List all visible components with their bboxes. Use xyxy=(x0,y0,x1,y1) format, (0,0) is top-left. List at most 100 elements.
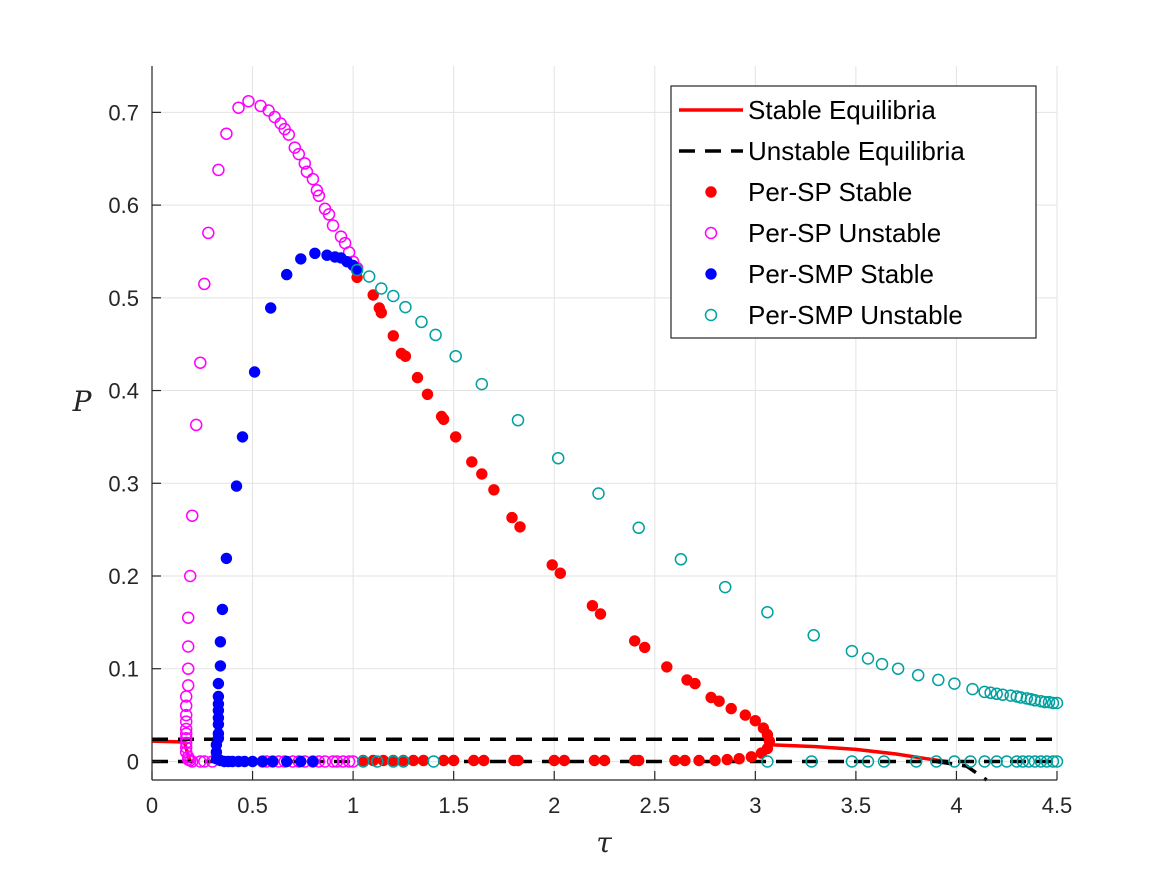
series-2-point-55 xyxy=(558,754,570,767)
series-5-point-26 xyxy=(984,686,997,700)
series-5-point-12 xyxy=(632,521,645,535)
series-5-point-60 xyxy=(1028,755,1042,768)
series-5-point-21 xyxy=(911,668,925,682)
series-2-point-50 xyxy=(468,754,480,767)
x-tick-label: 3.5 xyxy=(841,793,872,818)
legend-swatch-marker xyxy=(704,226,718,240)
series-2-point-21 xyxy=(629,635,641,647)
series-2-point-8 xyxy=(421,388,434,400)
y-tick-label: 0.2 xyxy=(108,564,139,589)
x-tick-label: 4 xyxy=(950,793,962,818)
legend-label: Per-SP Unstable xyxy=(748,218,941,248)
axes xyxy=(151,66,1058,781)
series-2-point-38 xyxy=(721,753,733,766)
series-2-point-27 xyxy=(713,695,725,707)
series-5-point-56 xyxy=(1000,755,1013,768)
series-2-point-14 xyxy=(488,484,500,496)
series-5-point-23 xyxy=(948,677,961,690)
series-2-point-35 xyxy=(755,747,768,759)
series-2-point-4 xyxy=(387,330,399,342)
x-tick-label: 2 xyxy=(548,793,560,818)
series-3-point-41 xyxy=(179,732,193,745)
x-tick-label: 1.5 xyxy=(438,793,469,818)
legend-swatch-marker xyxy=(704,308,718,322)
series-5-point-3 xyxy=(387,289,400,303)
series-2-point-37 xyxy=(733,753,745,765)
y-tick-label: 0.4 xyxy=(108,379,139,404)
series-5-point-42 xyxy=(387,755,400,768)
series-5-point-49 xyxy=(877,755,891,768)
series-2-point-7 xyxy=(411,371,424,384)
series-3-point-34 xyxy=(326,219,340,232)
series-4-point-10 xyxy=(212,677,225,690)
series-5-point-52 xyxy=(948,755,961,768)
series-5-point-19 xyxy=(875,657,889,671)
series-4-point-17 xyxy=(248,366,261,378)
series-5-point-20 xyxy=(891,662,905,675)
y-tick-label: 0.6 xyxy=(108,193,139,218)
series-2-point-56 xyxy=(588,754,601,767)
legend-box xyxy=(670,85,1037,339)
series-5-point-38 xyxy=(1046,696,1060,710)
x-tick-label: 4.5 xyxy=(1042,793,1073,818)
series-2-point-57 xyxy=(598,754,611,767)
series-3-point-2 xyxy=(179,708,193,722)
series-5-point-18 xyxy=(861,652,875,665)
x-axis-label: τ xyxy=(596,826,612,859)
series-3-point-65 xyxy=(336,755,350,768)
series-5-point-9 xyxy=(511,413,525,427)
series-3-point-13 xyxy=(198,277,211,291)
series-3-point-49 xyxy=(194,755,207,768)
series-4-point-36 xyxy=(267,755,279,768)
series-3-point-26 xyxy=(292,147,306,161)
data-markers xyxy=(179,94,1064,768)
series-3-point-63 xyxy=(326,755,340,768)
series-0-line-1 xyxy=(769,743,947,764)
series-5-point-15 xyxy=(761,605,774,619)
series-5-point-62 xyxy=(1040,755,1054,768)
series-4-point-13 xyxy=(216,603,229,616)
series-5-point-1 xyxy=(362,270,376,283)
series-3-point-40 xyxy=(179,727,193,740)
series-2-point-47 xyxy=(417,754,430,767)
series-2-point-54 xyxy=(548,754,560,767)
series-3-point-42 xyxy=(179,736,193,750)
series-4-point-19 xyxy=(281,268,293,281)
series-4-point-34 xyxy=(246,755,259,768)
series-3-point-1 xyxy=(179,715,193,728)
legend-label: Per-SMP Unstable xyxy=(748,300,963,330)
series-3-point-9 xyxy=(183,569,197,583)
series-2-point-40 xyxy=(693,754,705,767)
series-5-point-47 xyxy=(845,755,859,768)
series-5-point-25 xyxy=(978,685,991,699)
series-2-point-1 xyxy=(367,289,379,301)
series-5-point-57 xyxy=(1010,755,1024,768)
series-5-point-10 xyxy=(551,451,565,465)
series-3-point-3 xyxy=(179,699,193,713)
series-5-point-55 xyxy=(990,755,1003,768)
series-3-point-48 xyxy=(185,755,199,768)
series-2-point-49 xyxy=(448,754,460,767)
series-5-point-43 xyxy=(397,755,410,768)
series-5-point-2 xyxy=(375,282,388,295)
series-2-point-36 xyxy=(745,751,757,763)
series-5-point-45 xyxy=(761,755,774,768)
series-2-point-3 xyxy=(375,307,387,319)
series-5-point-64 xyxy=(1050,755,1064,768)
x-tick-label: 1 xyxy=(347,793,359,818)
series-3-point-33 xyxy=(322,208,336,221)
series-3-point-62 xyxy=(318,755,332,768)
x-tick-label: 0.5 xyxy=(237,793,268,818)
series-2-point-48 xyxy=(437,754,450,767)
series-2-point-15 xyxy=(506,511,518,524)
series-2-point-18 xyxy=(554,567,566,579)
series-3-point-31 xyxy=(312,189,326,203)
series-3-point-15 xyxy=(212,163,225,177)
series-2-point-16 xyxy=(514,521,526,533)
series-3-point-30 xyxy=(310,184,324,197)
series-5-point-48 xyxy=(861,755,875,768)
legend-swatch-marker xyxy=(705,186,717,198)
legend-label: Per-SMP Stable xyxy=(748,259,934,289)
series-3-point-28 xyxy=(300,165,314,178)
